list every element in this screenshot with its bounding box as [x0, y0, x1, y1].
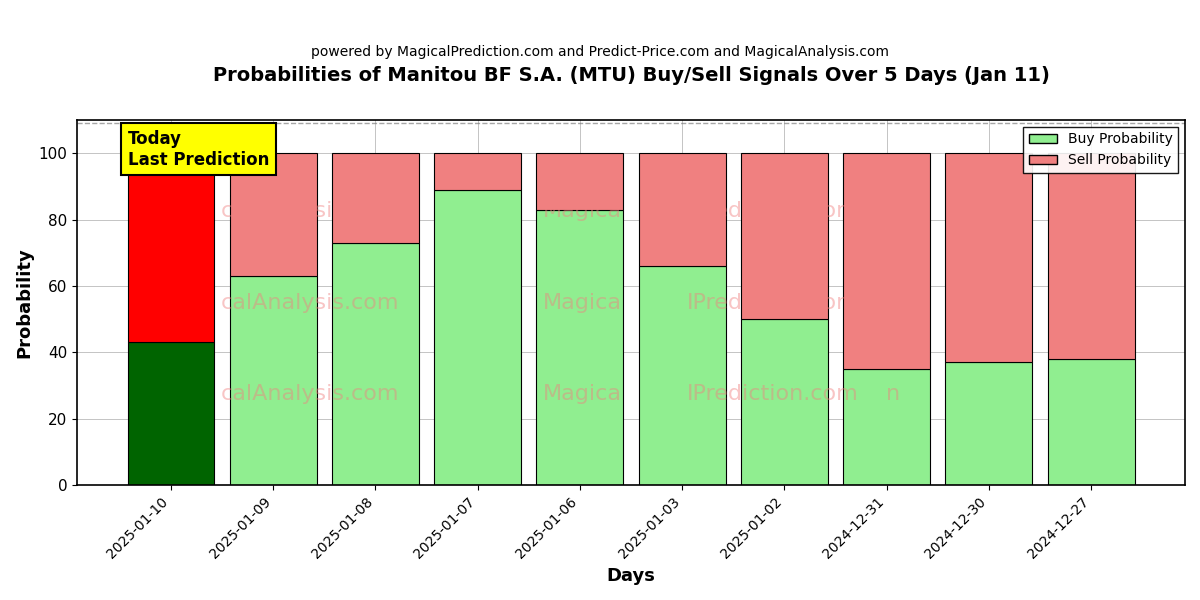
Bar — [1048, 359, 1135, 485]
Legend: Buy Probability, Sell Probability: Buy Probability, Sell Probability — [1024, 127, 1178, 173]
Bar — [638, 266, 726, 485]
X-axis label: Days: Days — [607, 567, 655, 585]
Bar — [536, 153, 624, 209]
Bar — [844, 153, 930, 369]
Text: calAnalysis.com: calAnalysis.com — [221, 293, 400, 313]
Text: IPrediction.com: IPrediction.com — [686, 293, 858, 313]
Bar — [946, 153, 1032, 362]
Bar — [127, 343, 215, 485]
Text: IPrediction.com: IPrediction.com — [686, 201, 858, 221]
Bar — [127, 153, 215, 343]
Text: Today
Last Prediction: Today Last Prediction — [128, 130, 269, 169]
Text: calAnalysis.com: calAnalysis.com — [221, 201, 400, 221]
Bar — [740, 319, 828, 485]
Bar — [434, 153, 521, 190]
Text: n: n — [886, 384, 900, 404]
Y-axis label: Probability: Probability — [14, 247, 32, 358]
Bar — [229, 276, 317, 485]
Bar — [946, 362, 1032, 485]
Text: n: n — [886, 201, 900, 221]
Text: powered by MagicalPrediction.com and Predict-Price.com and MagicalAnalysis.com: powered by MagicalPrediction.com and Pre… — [311, 45, 889, 59]
Text: Magica: Magica — [542, 384, 622, 404]
Text: IPrediction.com: IPrediction.com — [686, 384, 858, 404]
Text: Magica: Magica — [542, 293, 622, 313]
Bar — [332, 153, 419, 243]
Text: calAnalysis.com: calAnalysis.com — [221, 384, 400, 404]
Bar — [638, 153, 726, 266]
Bar — [740, 153, 828, 319]
Bar — [332, 243, 419, 485]
Bar — [434, 190, 521, 485]
Bar — [844, 369, 930, 485]
Title: Probabilities of Manitou BF S.A. (MTU) Buy/Sell Signals Over 5 Days (Jan 11): Probabilities of Manitou BF S.A. (MTU) B… — [212, 66, 1050, 85]
Text: Magica: Magica — [542, 201, 622, 221]
Text: n: n — [886, 293, 900, 313]
Bar — [229, 153, 317, 276]
Bar — [536, 209, 624, 485]
Bar — [1048, 153, 1135, 359]
